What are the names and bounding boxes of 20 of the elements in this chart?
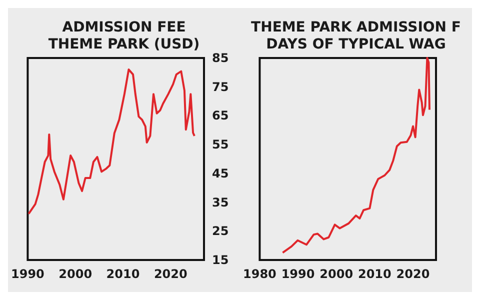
x-tick-label: 1990	[10, 267, 44, 281]
y-tick-label: 15	[212, 253, 229, 267]
x-tick-label: 1990	[281, 267, 315, 281]
x-tick-label: 2000	[320, 267, 354, 281]
x-tick-label: 2010	[358, 267, 392, 281]
x-tick-label: 2010	[106, 267, 140, 281]
chart-title: ADMISSION FEE THEME PARK (USD)	[48, 20, 200, 52]
x-tick-label: 1980	[242, 267, 276, 281]
y-tick-label: 35	[212, 195, 229, 210]
line-series	[28, 68, 196, 215]
y-tick-label: 55	[212, 138, 229, 152]
x-tick-label: 2020	[396, 267, 430, 281]
x-tick-label: 2020	[154, 267, 188, 281]
y-tick-label: 25	[212, 224, 229, 238]
y-tick-label: 65	[212, 108, 229, 123]
x-tick-label: 2000	[58, 267, 92, 281]
y-tick-label: 45	[212, 166, 229, 180]
y-tick-label: 75	[212, 80, 229, 94]
y-tick-label: 85	[212, 51, 229, 65]
chart-title: THEME PARK ADMISSION F DAYS OF TYPICAL WAG	[251, 20, 461, 52]
